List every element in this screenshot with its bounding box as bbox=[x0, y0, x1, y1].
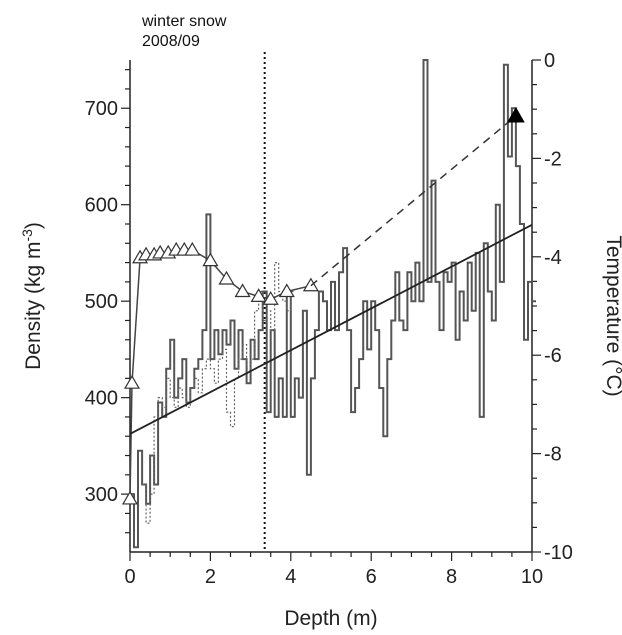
x-tick-label: 8 bbox=[446, 566, 457, 588]
x-tick-label: 0 bbox=[124, 566, 135, 588]
temperature-point-marker bbox=[218, 270, 235, 285]
annotation-line-2: 2008/09 bbox=[142, 33, 200, 50]
temperature-point-marker bbox=[234, 283, 251, 298]
x-tick-label: 2 bbox=[205, 566, 216, 588]
x-tick-label: 6 bbox=[366, 566, 377, 588]
x-tick-label: 10 bbox=[521, 566, 543, 588]
temperature-point-marker bbox=[250, 288, 267, 302]
annotation-line-1: winter snow bbox=[141, 13, 227, 30]
temperature-point-marker bbox=[121, 490, 139, 505]
y2-tick-label: -8 bbox=[544, 444, 562, 466]
density-profile-step-line bbox=[130, 59, 536, 549]
density-profile-dotted-step-line bbox=[142, 262, 295, 524]
y-axis-title: Density (kg m-3) bbox=[19, 222, 45, 370]
temperature-point-marker bbox=[262, 291, 279, 305]
y-tick-label: 700 bbox=[85, 98, 118, 120]
linear-trend-line bbox=[129, 224, 533, 435]
y-tick-label: 400 bbox=[85, 388, 118, 410]
y-tick-label: 300 bbox=[85, 484, 118, 506]
y2-tick-label: -2 bbox=[544, 148, 562, 170]
temperature-deep-point-marker bbox=[507, 106, 525, 123]
y-tick-label: 600 bbox=[85, 195, 118, 217]
temperature-point-marker bbox=[278, 283, 295, 298]
y2-tick-label: -4 bbox=[544, 247, 562, 269]
temperature-point-marker bbox=[123, 374, 141, 389]
y2-tick-label: -6 bbox=[544, 345, 562, 367]
x-axis-title: Depth (m) bbox=[284, 607, 377, 630]
y-tick-label: 500 bbox=[85, 291, 118, 313]
y2-tick-label: -10 bbox=[544, 542, 573, 564]
labels: 300 400 500 600 700 0 -2 -4 -6 -8 -10 0 2 4 6 8 10 Depth … bbox=[19, 13, 622, 630]
y2-axis-title: Temperature (°C) bbox=[602, 235, 622, 396]
temperature-extrapolation-dashed-line bbox=[310, 115, 517, 287]
y2-tick-label: 0 bbox=[544, 50, 555, 72]
temperature-point-marker bbox=[202, 252, 219, 267]
x-tick-label: 4 bbox=[285, 566, 296, 588]
plot-area bbox=[121, 52, 536, 552]
temperature-point-marker bbox=[184, 241, 201, 256]
